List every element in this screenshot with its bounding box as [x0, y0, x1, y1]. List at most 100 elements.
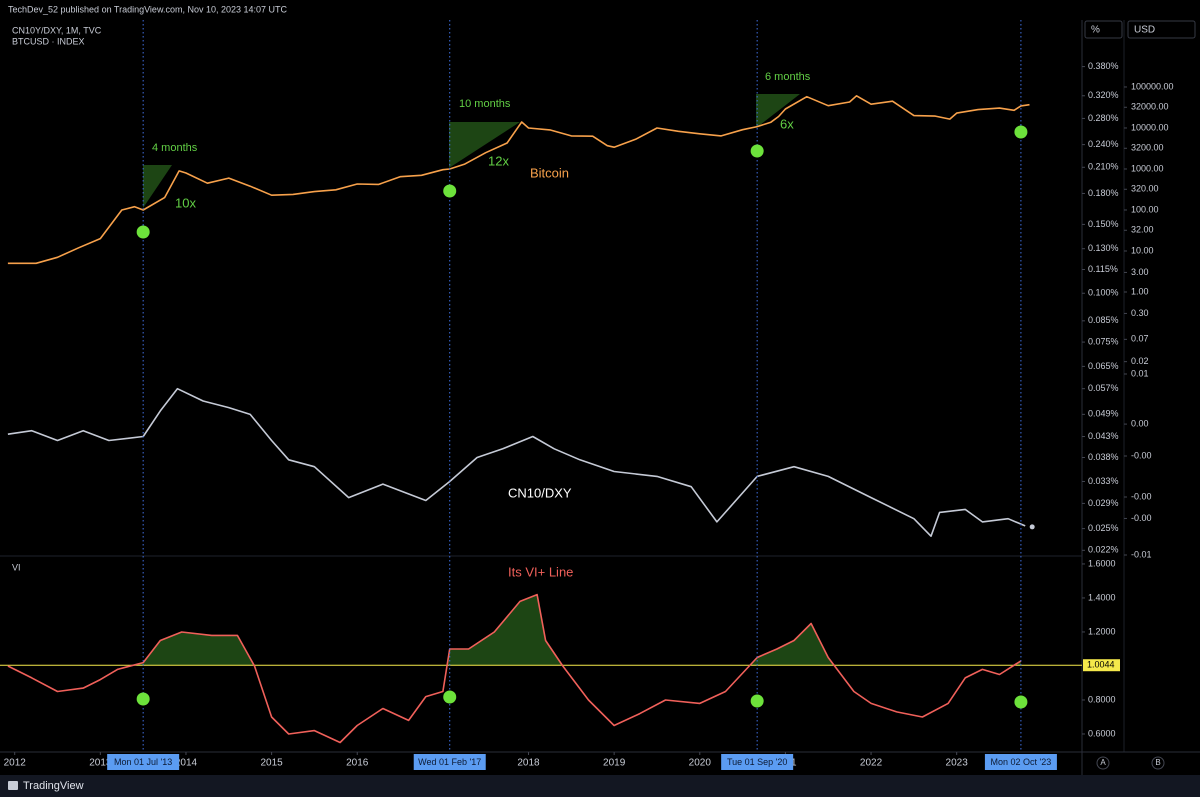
series-label: CN10/DXY	[508, 485, 572, 500]
date-badge-label: Tue 01 Sep '20	[727, 757, 787, 767]
y2-tick-label: -0.00	[1131, 450, 1152, 460]
date-badge	[413, 754, 486, 770]
highlight-area	[143, 165, 172, 208]
y-tick-label: 0.8000	[1088, 694, 1116, 704]
y-tick-label: 0.022%	[1088, 545, 1119, 555]
signal-dot	[1014, 695, 1028, 709]
date-badge-label: Mon 02 Oct '23	[991, 757, 1052, 767]
y2-tick-label: 32000.00	[1131, 102, 1169, 112]
annotation: 10 months	[459, 98, 511, 110]
series-label: Its VI+ Line	[508, 564, 573, 579]
y2-tick-label: 100000.00	[1131, 81, 1174, 91]
signal-dot	[136, 692, 150, 706]
axis-button[interactable]	[1096, 756, 1110, 770]
y-tick-label: 0.180%	[1088, 188, 1119, 198]
chart-subtitle: BTCUSD · INDEX	[12, 36, 85, 46]
signal-dot	[443, 184, 457, 198]
y2-tick-label: 0.01	[1131, 368, 1149, 378]
date-badge	[107, 754, 180, 770]
x-tick-label: 2020	[689, 758, 712, 769]
date-badge	[984, 754, 1057, 770]
x-tick-label: 2015	[260, 758, 283, 769]
signal-dot	[1014, 125, 1028, 139]
header-title: TechDev_52 published on TradingView.com,…	[8, 4, 288, 14]
y-tick-label: 1.2000	[1088, 626, 1116, 636]
series-label: Bitcoin	[530, 165, 569, 180]
x-tick-label: 2013	[89, 758, 112, 769]
y2-axis-unit: USD	[1134, 25, 1155, 36]
signal-dot	[443, 690, 457, 704]
y2-tick-label: 3.00	[1131, 267, 1149, 277]
y2-tick-label: -0.00	[1131, 491, 1152, 501]
y-tick-label: 0.025%	[1088, 523, 1119, 533]
axis-button-label: B	[1155, 758, 1160, 767]
level-badge	[1083, 659, 1120, 672]
date-badge-label: Mon 01 Jul '13	[114, 757, 172, 767]
y2-tick-label: 0.30	[1131, 308, 1149, 318]
y2-tick-label: 10000.00	[1131, 122, 1169, 132]
highlight-area	[449, 122, 520, 168]
last-point	[1029, 524, 1035, 530]
y2-tick-label: 0.02	[1131, 356, 1149, 366]
date-badge	[721, 754, 794, 770]
y-tick-label: 0.240%	[1088, 139, 1119, 149]
x-tick-label: 2023	[946, 758, 969, 769]
y2-tick-label: 0.07	[1131, 334, 1149, 344]
footer-logo	[8, 781, 18, 790]
y-tick-label: 0.6000	[1088, 728, 1116, 738]
y2-tick-label: 10.00	[1131, 245, 1154, 255]
y-tick-label: 0.075%	[1088, 336, 1119, 346]
y-tick-label: 0.033%	[1088, 476, 1119, 486]
y-tick-label: 0.057%	[1088, 383, 1119, 393]
y-tick-label: 0.280%	[1088, 113, 1119, 123]
signal-dot	[750, 694, 764, 708]
x-tick-label: 2022	[860, 758, 883, 769]
pane-title: VI	[12, 562, 21, 572]
x-tick-label: 2014	[175, 758, 198, 769]
footer-bar	[0, 775, 1200, 797]
unit-box[interactable]	[1127, 20, 1196, 39]
y-tick-label: 1.6000	[1088, 558, 1116, 568]
annotation: 6x	[780, 116, 794, 131]
y-tick-label: 0.210%	[1088, 162, 1119, 172]
y-tick-label: 0.115%	[1088, 264, 1118, 274]
y-tick-label: 0.100%	[1088, 288, 1119, 298]
y-tick-label: 0.038%	[1088, 452, 1119, 462]
y2-tick-label: 3200.00	[1131, 143, 1164, 153]
y-tick-label: 0.029%	[1088, 498, 1119, 508]
x-tick-label: 2019	[603, 758, 626, 769]
axis-button-label: A	[1100, 758, 1106, 767]
annotation: 6 months	[765, 71, 811, 83]
y2-tick-label: 320.00	[1131, 184, 1159, 194]
y2-tick-label: 1000.00	[1131, 163, 1164, 173]
level-label: 1.0044	[1087, 660, 1115, 670]
y-tick-label: 1.4000	[1088, 592, 1116, 602]
series-line	[7, 387, 1026, 537]
vi-area	[7, 594, 1021, 666]
y-tick-label: 0.065%	[1088, 361, 1119, 371]
y-tick-label: 0.320%	[1088, 90, 1119, 100]
y-tick-label: 0.150%	[1088, 219, 1119, 229]
y2-tick-label: 1.00	[1131, 286, 1149, 296]
series-line	[7, 593, 1022, 744]
y-tick-label: 0.085%	[1088, 315, 1119, 325]
axis-button[interactable]	[1151, 756, 1165, 770]
x-tick-label: 2018	[517, 758, 540, 769]
series-line	[7, 95, 1030, 265]
y-tick-label: 0.049%	[1088, 409, 1119, 419]
y-tick-label: 0.043%	[1088, 431, 1119, 441]
y2-tick-label: -0.00	[1131, 513, 1152, 523]
unit-box[interactable]	[1084, 20, 1123, 39]
annotation: 12x	[488, 153, 509, 168]
signal-dot	[750, 144, 764, 158]
footer-brand: TradingView	[23, 780, 84, 792]
annotation: 10x	[175, 195, 196, 210]
y-axis-unit: %	[1091, 25, 1100, 36]
highlight-area	[756, 94, 800, 128]
signal-dot	[136, 225, 150, 239]
x-tick-label: 2012	[4, 758, 27, 769]
y2-tick-label: 100.00	[1131, 204, 1159, 214]
y2-tick-label: 32.00	[1131, 225, 1154, 235]
